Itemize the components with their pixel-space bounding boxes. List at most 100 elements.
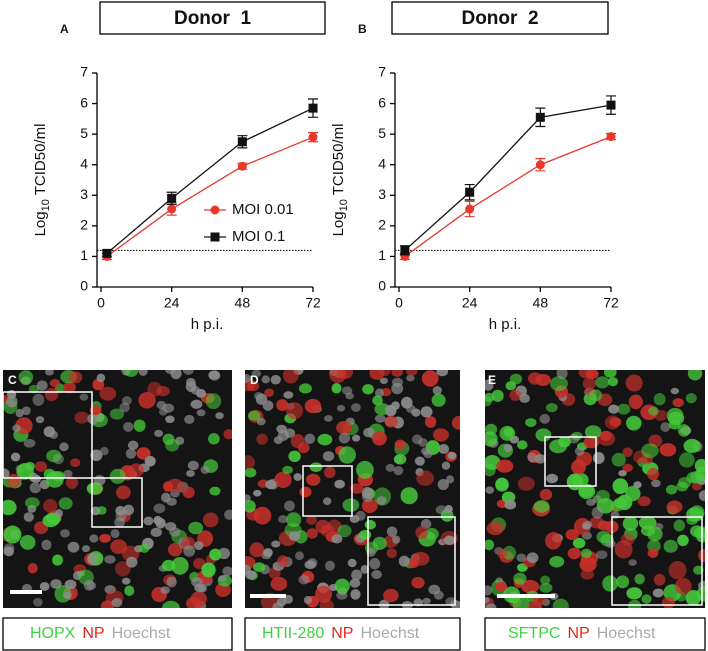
cell <box>350 483 364 494</box>
inset-region <box>302 465 353 517</box>
cell <box>693 527 705 539</box>
cell <box>628 559 637 566</box>
cell <box>603 370 617 378</box>
cell <box>44 387 59 402</box>
cell <box>350 589 361 600</box>
cell <box>406 370 418 376</box>
cell <box>115 485 131 500</box>
y-tick-label: 4 <box>80 155 88 171</box>
cell <box>133 419 146 432</box>
cell <box>22 406 31 416</box>
x-tick-label: 24 <box>462 295 478 311</box>
cell <box>451 415 460 430</box>
y-axis-label: Log10 TCID50/ml <box>32 124 52 237</box>
cell <box>245 467 257 478</box>
cell <box>43 426 56 438</box>
stain-label: Hoechst <box>360 625 419 642</box>
cell <box>184 414 195 424</box>
cell <box>485 603 497 608</box>
cell <box>171 556 189 575</box>
panel-label: E <box>488 373 496 387</box>
cell <box>545 403 558 413</box>
cell <box>109 408 125 420</box>
cell <box>687 370 703 381</box>
cell <box>324 466 336 479</box>
cell <box>416 470 435 486</box>
cell <box>696 586 705 602</box>
cell <box>253 489 262 497</box>
cell <box>580 548 592 558</box>
chart-title: Donor 1 <box>174 8 251 29</box>
cell <box>165 370 176 374</box>
marker <box>237 161 247 171</box>
cell <box>303 595 313 605</box>
x-tick-label: 48 <box>235 295 251 311</box>
cell <box>264 388 275 397</box>
cell <box>298 574 310 585</box>
cell <box>363 427 375 438</box>
cell <box>314 585 333 603</box>
cell <box>653 393 666 406</box>
cell <box>208 433 220 445</box>
legend-marker <box>210 205 220 215</box>
cell <box>253 562 266 573</box>
series-line <box>106 136 314 257</box>
cell <box>35 416 45 424</box>
cell <box>334 479 345 489</box>
cell <box>438 444 450 454</box>
cell <box>121 577 131 585</box>
cell <box>249 542 265 558</box>
cell <box>336 404 346 412</box>
cell <box>539 582 553 593</box>
cell <box>299 486 312 498</box>
cell <box>99 533 111 543</box>
cell <box>374 388 384 398</box>
cell <box>24 497 40 509</box>
cell <box>422 597 431 605</box>
cell <box>383 588 399 603</box>
cell <box>617 403 631 415</box>
cell <box>539 488 553 501</box>
cell <box>306 515 317 525</box>
cell <box>528 372 542 385</box>
inset <box>611 516 703 606</box>
cell <box>579 557 597 572</box>
cell <box>400 487 418 505</box>
cell <box>441 461 451 470</box>
cells <box>485 370 705 608</box>
cell <box>59 442 69 452</box>
cell <box>641 443 659 458</box>
cell <box>584 425 602 439</box>
cell <box>200 465 210 474</box>
cell <box>63 469 73 478</box>
cell <box>633 481 642 489</box>
cell <box>205 393 222 410</box>
cell <box>485 585 493 596</box>
cell <box>647 526 663 542</box>
panel-label: A <box>60 22 69 36</box>
caption-box <box>2 617 233 651</box>
cell <box>168 542 183 557</box>
cell <box>372 430 387 446</box>
cell <box>62 381 76 394</box>
cell <box>695 466 705 482</box>
cell <box>415 526 429 540</box>
y-tick-label: 1 <box>378 247 386 263</box>
stain-label: Hoechst <box>112 625 171 642</box>
cell <box>288 450 301 463</box>
cell <box>196 409 206 417</box>
cell <box>485 379 494 391</box>
cell <box>306 473 321 486</box>
cell <box>324 560 335 571</box>
cell <box>432 386 442 395</box>
cell <box>641 594 652 604</box>
cell <box>3 499 17 516</box>
cell <box>647 467 660 481</box>
cell <box>444 505 453 514</box>
cell <box>558 436 571 448</box>
y-tick-label: 6 <box>378 94 386 110</box>
cell <box>374 414 386 423</box>
y-tick-label: 3 <box>378 186 386 202</box>
cell <box>378 370 391 376</box>
cell <box>33 597 43 607</box>
